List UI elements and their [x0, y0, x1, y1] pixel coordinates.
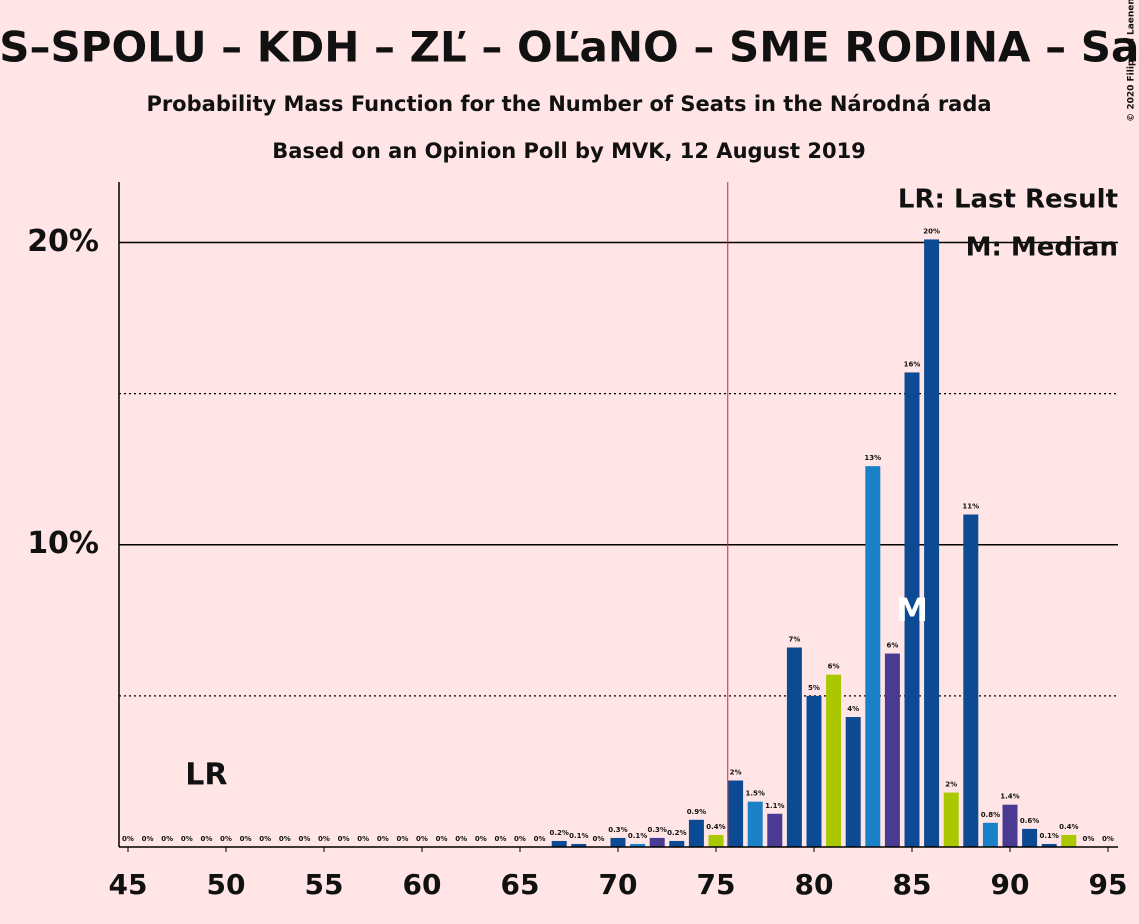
bar: [982, 822, 998, 847]
value-label: 0%: [455, 835, 467, 843]
bar: [630, 843, 646, 847]
value-label: 0%: [514, 835, 526, 843]
bar: [551, 840, 567, 847]
value-label: 7%: [788, 636, 800, 644]
x-tick-label: 55: [305, 868, 344, 901]
x-tick-label: 50: [207, 868, 246, 901]
chart-subtitle: Probability Mass Function for the Number…: [146, 92, 991, 116]
value-label: 0%: [1102, 835, 1114, 843]
annotation-lr: LR: [185, 758, 227, 793]
value-label: 0%: [416, 835, 428, 843]
x-tick-label: 75: [697, 868, 736, 901]
value-label: 0%: [279, 835, 291, 843]
value-label: 1.1%: [765, 802, 784, 810]
x-tick-label: 60: [403, 868, 442, 901]
bar: [610, 837, 626, 847]
value-label: 0.8%: [981, 811, 1000, 819]
bar: [1061, 834, 1077, 847]
chart-title: PS–SPOLU – KDH – ZĽ – OĽaNO – SME RODINA…: [0, 23, 1139, 72]
value-label: 1.4%: [1000, 793, 1019, 801]
x-tick-label: 65: [501, 868, 540, 901]
value-label: 0.3%: [608, 826, 627, 834]
bar: [1002, 804, 1018, 847]
x-tick-label: 85: [893, 868, 932, 901]
bar: [924, 239, 940, 847]
x-tick-label: 90: [991, 868, 1030, 901]
copyright: © 2020 Filip van Laenen: [1127, 0, 1137, 122]
value-label: 5%: [808, 684, 820, 692]
x-tick-label: 80: [795, 868, 834, 901]
value-label: 0%: [396, 835, 408, 843]
y-tick-label: 10%: [27, 526, 99, 561]
value-label: 0%: [181, 835, 193, 843]
value-label: 2%: [730, 769, 742, 777]
bar: [669, 840, 685, 847]
annotation-median: M: [896, 591, 928, 629]
value-label: 0%: [377, 835, 389, 843]
value-label: 0.1%: [569, 832, 588, 840]
value-label: 0%: [318, 835, 330, 843]
value-label: 0%: [142, 835, 154, 843]
value-label: 0%: [534, 835, 546, 843]
value-label: 0%: [475, 835, 487, 843]
bar: [1041, 843, 1057, 847]
bar: [728, 780, 744, 847]
value-label: 0.4%: [706, 823, 725, 831]
value-label: 1.5%: [745, 790, 764, 798]
bar: [943, 792, 959, 847]
bar: [767, 813, 783, 847]
bar: [1022, 828, 1038, 847]
value-label: 0%: [494, 835, 506, 843]
value-label: 6%: [886, 642, 898, 650]
value-label: 0.1%: [1039, 832, 1058, 840]
bar: [649, 837, 665, 847]
value-label: 0%: [259, 835, 271, 843]
bar: [904, 372, 920, 847]
bar: [708, 834, 724, 847]
bar: [865, 466, 881, 847]
bar: [845, 717, 861, 847]
value-label: 4%: [847, 705, 859, 713]
value-label: 0.9%: [687, 808, 706, 816]
value-label: 0%: [122, 835, 134, 843]
legend-entry: M: Median: [966, 233, 1118, 263]
value-label: 0%: [338, 835, 350, 843]
chart-caption: Based on an Opinion Poll by MVK, 12 Augu…: [272, 139, 866, 163]
value-label: 0.2%: [667, 829, 686, 837]
legend-entry: LR: Last Result: [898, 185, 1118, 215]
bar: [688, 819, 704, 847]
value-label: 16%: [904, 360, 921, 368]
x-tick-label: 45: [109, 868, 148, 901]
value-label: 0.6%: [1020, 817, 1039, 825]
value-label: 2%: [945, 781, 957, 789]
value-label: 0.1%: [628, 832, 647, 840]
value-label: 0%: [298, 835, 310, 843]
value-label: 0%: [240, 835, 252, 843]
value-label: 0%: [357, 835, 369, 843]
value-label: 0%: [592, 835, 604, 843]
bar: [806, 695, 822, 847]
value-label: 0.4%: [1059, 823, 1078, 831]
value-label: 0.3%: [647, 826, 666, 834]
bar: [571, 843, 587, 847]
value-label: 0%: [200, 835, 212, 843]
value-label: 13%: [864, 454, 881, 462]
value-label: 6%: [828, 663, 840, 671]
bar: [884, 653, 900, 847]
value-label: 0%: [220, 835, 232, 843]
bar: [963, 514, 979, 847]
x-tick-label: 95: [1089, 868, 1128, 901]
bar: [747, 801, 763, 847]
bar: [826, 674, 842, 847]
value-label: 0.2%: [549, 829, 568, 837]
value-label: 0%: [1082, 835, 1094, 843]
x-tick-label: 70: [599, 868, 638, 901]
y-tick-label: 20%: [27, 224, 99, 259]
value-label: 0%: [161, 835, 173, 843]
value-label: 0%: [436, 835, 448, 843]
value-label: 20%: [923, 227, 940, 235]
bar: [786, 647, 802, 847]
value-label: 11%: [962, 503, 979, 511]
